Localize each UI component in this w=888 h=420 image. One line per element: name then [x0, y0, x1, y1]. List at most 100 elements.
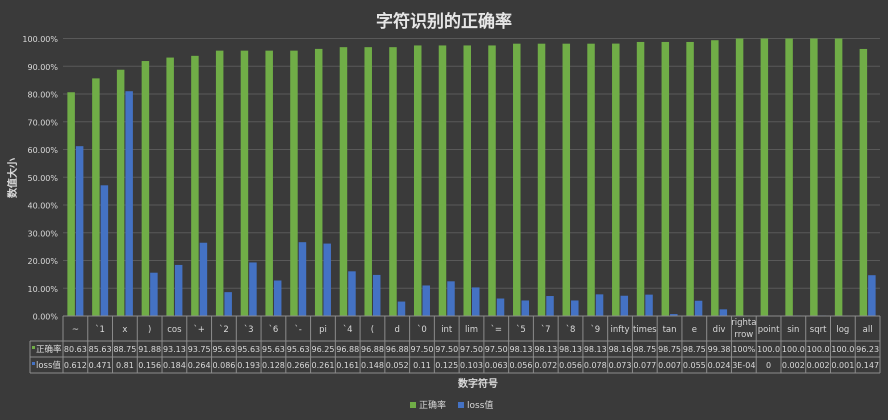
category-label: all: [863, 325, 873, 335]
data-label: 0.261: [312, 361, 335, 370]
category-label: sin: [787, 325, 799, 335]
data-label: 100.0: [807, 345, 830, 354]
data-label: 0.002: [807, 361, 830, 370]
legend-label: 正确率: [419, 399, 446, 411]
category-label: `7: [541, 324, 551, 335]
category-label: `-: [295, 324, 302, 335]
category-label: `2: [219, 324, 229, 335]
data-table: ~ `1 x) cos `+ `2 `3 `6 `- pi `4 (d `0 int lim `= `5 `7 `8…: [29, 315, 881, 374]
legend-key: [410, 402, 416, 408]
data-label: 0.612: [64, 361, 87, 370]
loss-bar-25: [694, 300, 703, 316]
data-label: 96.23: [856, 345, 879, 354]
data-label: 100.0: [782, 345, 805, 354]
loss-bar-1: [100, 185, 109, 316]
loss-bar-0: [75, 146, 84, 316]
data-label: 0.128: [262, 361, 285, 370]
loss-bar-24: [670, 314, 678, 316]
loss-bar-16: [472, 287, 480, 316]
category-label: `4: [343, 324, 353, 335]
category-label: x: [122, 325, 127, 335]
accuracy-bar-21: [587, 43, 595, 317]
accuracy-bar-26: [711, 40, 719, 317]
accuracy-bar-13: [389, 47, 397, 317]
accuracy-bar-22: [612, 43, 620, 317]
category-label: `8: [566, 324, 576, 335]
category-label: ): [148, 325, 151, 335]
category-label: cos: [167, 325, 182, 335]
table-series-name: loss值: [36, 360, 61, 371]
data-label: 0.266: [287, 361, 310, 370]
loss-bar-4: [174, 264, 183, 316]
category-label: `9: [590, 324, 600, 335]
data-label: 0.148: [361, 361, 384, 370]
loss-bar-20: [571, 300, 579, 316]
category-label: `6: [269, 324, 279, 335]
legend-key: [458, 402, 464, 408]
data-label: 97.50: [411, 345, 434, 354]
data-label: 0: [766, 361, 771, 370]
accuracy-bar-23: [636, 41, 645, 316]
data-label: 0.056: [510, 361, 533, 370]
legend-label: loss值: [467, 399, 493, 411]
loss-bar-15: [447, 281, 455, 316]
data-label: 99.38: [708, 345, 731, 354]
accuracy-bar-10: [314, 48, 323, 316]
data-label: 100.0: [831, 345, 854, 354]
table-series-name: 正确率: [36, 344, 62, 355]
data-label: 98.13: [534, 345, 557, 354]
data-label: 0.184: [163, 361, 186, 370]
category-label: rrow: [734, 330, 753, 340]
loss-bar-2: [125, 91, 133, 316]
data-label: 0.077: [633, 361, 656, 370]
y-tick-label: 60.00%: [27, 146, 58, 155]
accuracy-bar-11: [339, 47, 348, 317]
accuracy-bar-0: [67, 92, 75, 317]
data-label: 98.13: [559, 345, 582, 354]
category-label: `3: [244, 324, 254, 335]
data-label: 88.75: [113, 345, 136, 354]
data-label: 0.055: [683, 361, 706, 370]
y-tick-label: 30.00%: [27, 229, 58, 238]
accuracy-bar-30: [810, 38, 818, 316]
category-label: div: [713, 325, 726, 335]
bars: [67, 38, 876, 317]
accuracy-bar-4: [166, 57, 174, 317]
data-label: 98.13: [584, 345, 607, 354]
loss-bar-26: [719, 309, 728, 316]
y-axis-title: 数值大小: [6, 158, 19, 198]
y-tick-label: 10.00%: [27, 285, 58, 294]
category-label: lim: [465, 325, 478, 335]
loss-bar-18: [521, 300, 530, 316]
accuracy-bar-1: [92, 78, 100, 317]
accuracy-bar-3: [141, 61, 150, 316]
accuracy-bar-19: [537, 43, 546, 317]
accuracy-bar-5: [191, 55, 199, 316]
table-series-key: [32, 346, 35, 349]
data-label: 95.63: [262, 345, 285, 354]
category-label: log: [836, 325, 849, 335]
loss-bar-21: [595, 294, 604, 316]
category-label: `0: [417, 324, 427, 335]
accuracy-bar-14: [413, 45, 422, 316]
data-label: 0.161: [336, 361, 359, 370]
loss-bar-9: [298, 242, 307, 316]
data-label: 0.056: [559, 361, 582, 370]
y-tick-label: 50.00%: [27, 174, 58, 183]
data-label: 0.007: [658, 361, 681, 370]
data-label: 0.11: [413, 361, 431, 370]
accuracy-bar-28: [760, 38, 769, 316]
loss-bar-8: [273, 280, 282, 316]
chart-title: 字符识别的正确率: [376, 11, 512, 32]
data-label: 96.88: [386, 345, 409, 354]
accuracy-bar-29: [785, 38, 793, 316]
data-label: 97.50: [435, 345, 458, 354]
data-label: 98.13: [510, 345, 533, 354]
accuracy-bar-16: [463, 45, 471, 316]
legend: 正确率 loss值: [410, 399, 493, 411]
accuracy-bar-24: [661, 41, 670, 316]
y-tick-label: 90.00%: [27, 63, 58, 72]
data-label: 0.052: [386, 361, 409, 370]
accuracy-bar-31: [834, 38, 843, 316]
